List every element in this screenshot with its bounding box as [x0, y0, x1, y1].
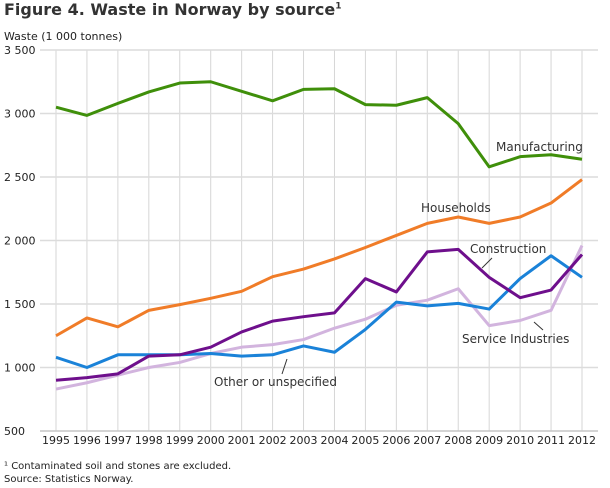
y-tick-label: 2 500: [4, 171, 36, 184]
x-tick-label: 2010: [506, 434, 534, 447]
series-label: Other or unspecified: [214, 375, 337, 389]
x-tick-label: 2001: [228, 434, 256, 447]
label-pointer: [281, 358, 288, 375]
line-chart: 1995 1996 1997 1998 1999 2000 2001 2002 2003 2004…: [4, 44, 598, 447]
x-tick-label: 2000: [197, 434, 225, 447]
y-tick-label: 3 500: [4, 44, 36, 57]
x-tick-label: 2003: [290, 434, 318, 447]
x-tick-label: 1999: [166, 434, 194, 447]
label-pointer: [481, 257, 493, 269]
series-label: Households: [421, 201, 491, 215]
x-tick-label: 2011: [537, 434, 565, 447]
label-pointer: [533, 321, 544, 331]
x-tick-label: 1996: [73, 434, 101, 447]
chart-title: Figure 4. Waste in Norway by source1: [4, 0, 342, 19]
x-tick-label: 2005: [351, 434, 379, 447]
series-line-households: [55, 178, 583, 338]
y-tick-label: 1 500: [4, 298, 36, 311]
y-axis-label: Waste (1 000 tonnes): [4, 30, 123, 43]
x-tick-label: 2012: [568, 434, 596, 447]
series-line-construction: [55, 247, 584, 382]
series-label: Manufacturing: [496, 140, 583, 154]
y-tick-label: 3 000: [4, 108, 36, 121]
x-tick-label: 1997: [104, 434, 132, 447]
series-label: Service Industries: [462, 332, 569, 346]
x-tick-label: 2006: [382, 434, 410, 447]
x-tick-label: 1998: [135, 434, 163, 447]
x-tick-label: 1995: [42, 434, 70, 447]
y-tick-label: 2 000: [4, 235, 36, 248]
series-line-manufacturing: [55, 80, 583, 169]
footnote: ¹ Contaminated soil and stones are exclu…: [4, 461, 232, 472]
y-tick-label: 1 000: [4, 362, 36, 375]
series-line-service-industries: [55, 244, 584, 391]
x-tick-label: 2009: [475, 434, 503, 447]
x-tick-label: 2007: [413, 434, 441, 447]
x-tick-label: 2002: [259, 434, 287, 447]
x-tick-label: 2008: [444, 434, 472, 447]
series-label: Construction: [470, 242, 546, 256]
x-tick-label: 2004: [320, 434, 348, 447]
y-tick-label: 500: [4, 425, 25, 438]
series-line-other-or-unspecified: [55, 254, 583, 369]
source-note: Source: Statistics Norway.: [4, 474, 134, 485]
